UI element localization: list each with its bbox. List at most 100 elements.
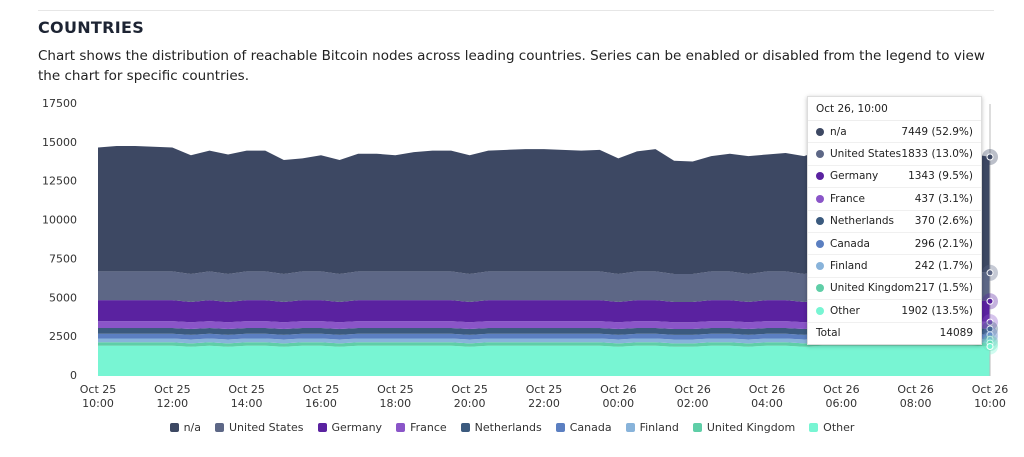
- x-tick-label: Oct 25 10:00: [79, 383, 117, 410]
- tooltip-row: n/a 7449 (52.9%): [808, 121, 981, 144]
- legend-swatch: [317, 423, 327, 432]
- legend-label: Netherlands: [474, 421, 542, 434]
- hover-marker: [986, 297, 994, 305]
- tooltip-total-label: Total: [816, 327, 841, 340]
- tooltip-value: 242 (1.7%): [914, 260, 973, 273]
- y-tick-label: 12500: [42, 175, 77, 188]
- x-tick-label: Oct 25 20:00: [451, 383, 488, 410]
- hover-marker: [986, 342, 994, 350]
- x-tick-label: Oct 25 16:00: [302, 383, 340, 410]
- legend-item[interactable]: United States: [215, 421, 304, 434]
- tooltip-value: 296 (2.1%): [914, 237, 973, 250]
- tooltip-title: Oct 26, 10:00: [808, 97, 981, 121]
- hover-marker: [986, 153, 994, 161]
- legend-swatch: [215, 423, 224, 432]
- legend-swatch: [625, 423, 635, 432]
- tooltip-name: Netherlands: [830, 215, 895, 228]
- tooltip-dot: [816, 284, 824, 293]
- legend-label: Finland: [639, 421, 679, 434]
- x-tick-label: Oct 26 08:00: [897, 383, 934, 410]
- x-tick-label: Oct 25 12:00: [154, 383, 191, 410]
- legend-item[interactable]: United Kingdom: [692, 421, 796, 434]
- area: [98, 321, 990, 330]
- section-title: COUNTRIES: [38, 18, 145, 37]
- tooltip-value: 1833 (13.0%): [901, 148, 973, 161]
- tooltip-value: 7449 (52.9%): [901, 125, 973, 138]
- legend-label: United Kingdom: [706, 421, 796, 434]
- tooltip-dot: [816, 172, 824, 181]
- tooltip-name: Germany: [830, 170, 879, 183]
- legend-label: n/a: [183, 421, 201, 434]
- legend-item[interactable]: Germany: [317, 421, 383, 434]
- description: Chart shows the distribution of reachabl…: [38, 48, 985, 84]
- x-tick-label: Oct 25 22:00: [525, 383, 563, 410]
- area: [98, 342, 990, 347]
- legend-label: Other: [823, 421, 855, 434]
- legend-swatch: [460, 423, 470, 432]
- tooltip: Oct 26, 10:00 n/a 7449 (52.9%) United Stat…: [807, 96, 982, 345]
- legend-swatch: [169, 423, 179, 432]
- tooltip-value: 217 (1.5%): [914, 282, 973, 295]
- y-tick-label: 17500: [42, 97, 77, 110]
- hover-marker: [986, 318, 994, 326]
- legend-item[interactable]: n/a: [169, 421, 201, 434]
- area: [98, 271, 990, 303]
- x-tick-label: Oct 26 02:00: [674, 383, 711, 410]
- tooltip-name: United States: [830, 148, 902, 161]
- legend-label: Canada: [569, 421, 612, 434]
- tooltip-value: 1902 (13.5%): [901, 304, 973, 317]
- x-tick-label: Oct 25 18:00: [377, 383, 414, 410]
- legend-item[interactable]: Finland: [625, 421, 679, 434]
- tooltip-dot: [816, 217, 824, 226]
- x-tick-label: Oct 26 00:00: [600, 383, 637, 410]
- tooltip-row: Other 1902 (13.5%): [808, 300, 981, 323]
- area: [98, 338, 990, 344]
- tooltip-name: Canada: [830, 237, 870, 250]
- tooltip-name: n/a: [830, 125, 847, 138]
- area: [98, 145, 990, 275]
- x-tick-label: Oct 26 06:00: [823, 383, 860, 410]
- legend-label: Germany: [331, 421, 383, 434]
- tooltip-dot: [816, 194, 824, 203]
- tooltip-name: United Kingdom: [830, 282, 915, 295]
- legend-swatch: [396, 423, 406, 432]
- legend-label: France: [410, 421, 447, 434]
- tooltip-row: United Kingdom 217 (1.5%): [808, 278, 981, 301]
- tooltip-row: Germany 1343 (9.5%): [808, 166, 981, 189]
- area: [98, 300, 990, 323]
- legend-swatch: [555, 423, 565, 432]
- tooltip-name: Finland: [830, 260, 868, 273]
- legend-item[interactable]: Other: [809, 421, 854, 434]
- legend-label: United States: [229, 421, 304, 434]
- tooltip-total: Total 14089: [808, 323, 981, 344]
- y-tick-label: 5000: [49, 291, 77, 304]
- tooltip-total-value: 14089: [939, 327, 973, 340]
- tooltip-value: 370 (2.6%): [914, 215, 973, 228]
- tooltip-row: Finland 242 (1.7%): [808, 255, 981, 278]
- x-tick-label: Oct 25 14:00: [228, 383, 265, 410]
- legend-item[interactable]: France: [396, 421, 447, 434]
- tooltip-dot: [816, 150, 824, 159]
- area: [98, 333, 990, 340]
- y-tick-label: 0: [70, 369, 77, 382]
- tooltip-dot: [816, 239, 824, 248]
- area: [98, 327, 990, 335]
- legend-item[interactable]: Netherlands: [460, 421, 542, 434]
- tooltip-dot: [816, 262, 824, 271]
- legend-item[interactable]: Canada: [555, 421, 612, 434]
- area: [98, 345, 990, 376]
- y-tick-label: 15000: [42, 136, 77, 149]
- y-tick-label: 2500: [49, 330, 77, 343]
- tooltip-dot: [816, 306, 824, 315]
- tooltip-name: France: [830, 192, 865, 205]
- separator: [38, 10, 994, 11]
- y-tick-label: 10000: [42, 214, 77, 227]
- tooltip-dot: [816, 127, 824, 136]
- tooltip-name: Other: [830, 304, 860, 317]
- tooltip-row: United States 1833 (13.0%): [808, 143, 981, 166]
- x-tick-label: Oct 26 04:00: [748, 383, 786, 410]
- tooltip-value: 437 (3.1%): [914, 192, 973, 205]
- x-tick-label: Oct 26 10:00: [971, 383, 1009, 410]
- tooltip-row: France 437 (3.1%): [808, 188, 981, 211]
